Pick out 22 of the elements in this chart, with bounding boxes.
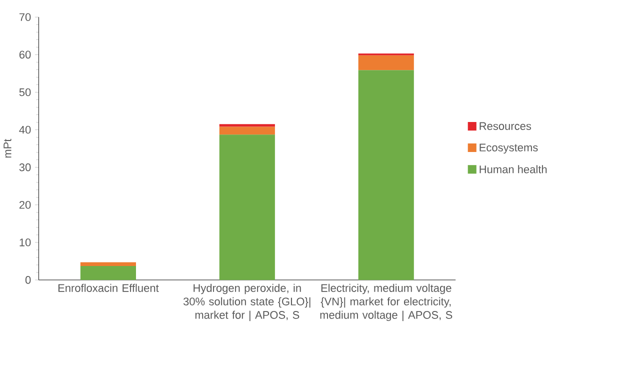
y-tick-label: 60 xyxy=(19,51,31,59)
y-axis-title: mPt xyxy=(4,139,12,158)
legend-label: Human health xyxy=(480,165,547,174)
bar xyxy=(219,126,275,135)
bar xyxy=(358,70,414,280)
bar xyxy=(219,124,275,127)
bar xyxy=(80,262,136,266)
x-tick-label: Enrofloxacin Effluent xyxy=(58,284,159,292)
y-tick-label: 20 xyxy=(19,201,31,209)
bar xyxy=(358,56,414,70)
x-tick-label: Hydrogen peroxide, in 30% solution state {GLO}| market for | APOS, S xyxy=(183,284,310,322)
legend-label: Resources xyxy=(480,122,532,130)
y-tick-label: 50 xyxy=(19,88,31,96)
y-tick-label: 10 xyxy=(20,238,31,247)
y-tick-label: 0 xyxy=(25,276,31,284)
x-tick-label: Electricity, medium voltage {VN}| market for electricity, medium voltage | APOS, S xyxy=(320,284,452,322)
bar xyxy=(219,134,275,280)
y-tick-label: 70 xyxy=(19,13,31,22)
y-tick-label: 30 xyxy=(19,164,31,172)
legend-label: Ecosystems xyxy=(480,144,538,154)
y-tick-label: 40 xyxy=(19,126,31,134)
bar xyxy=(80,266,136,280)
